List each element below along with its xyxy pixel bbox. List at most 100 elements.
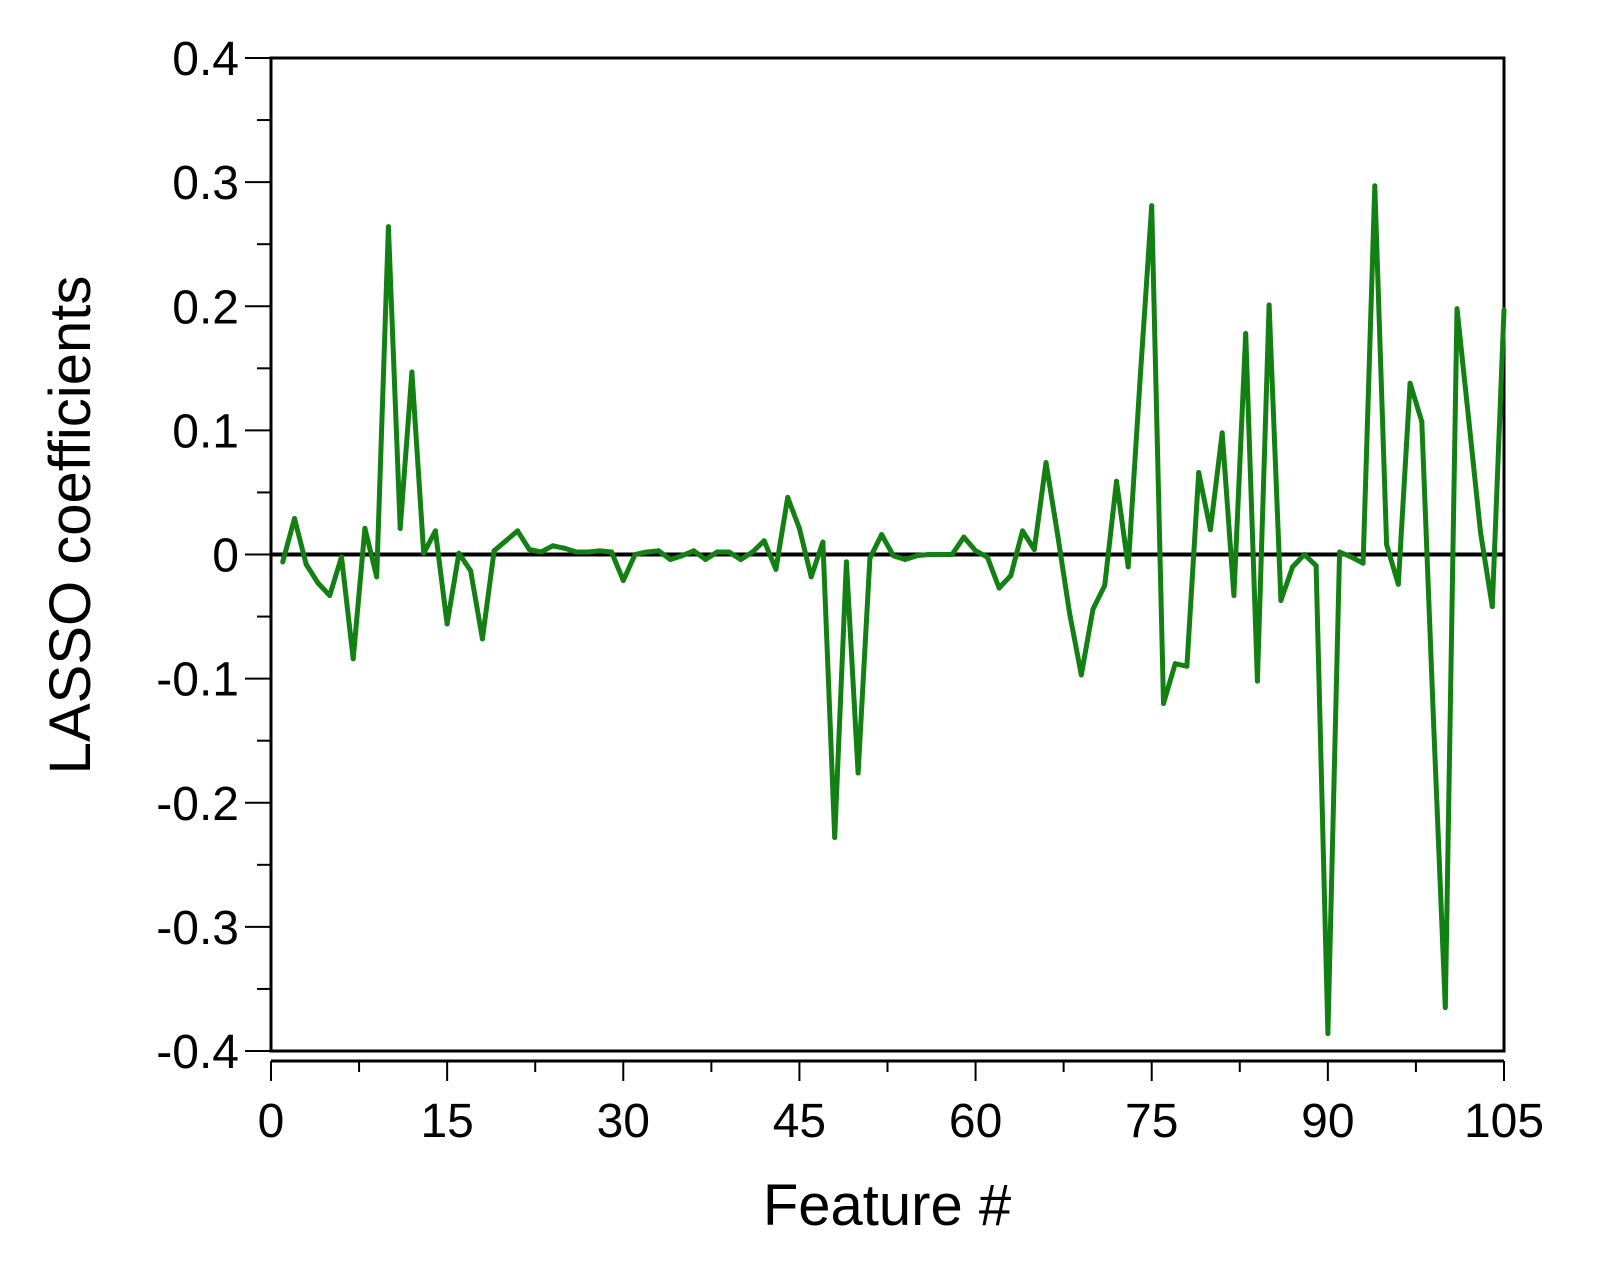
data-point xyxy=(820,539,826,545)
data-point xyxy=(550,543,556,549)
data-point xyxy=(1219,430,1225,436)
data-point xyxy=(456,550,462,556)
data-point xyxy=(1172,661,1178,667)
data-point xyxy=(315,580,321,586)
data-point xyxy=(1125,564,1131,570)
data-point xyxy=(385,224,391,230)
data-point xyxy=(338,554,344,560)
data-point xyxy=(867,555,873,561)
data-point xyxy=(538,549,544,555)
data-point xyxy=(291,516,297,522)
data-point xyxy=(843,559,849,565)
x-tick-label: 75 xyxy=(1125,1095,1178,1148)
data-point xyxy=(1207,527,1213,533)
data-point xyxy=(1407,380,1413,386)
data-point xyxy=(1020,528,1026,534)
data-point xyxy=(691,548,697,554)
data-point xyxy=(1301,552,1307,557)
data-point xyxy=(1196,470,1202,476)
data-point xyxy=(1113,478,1119,484)
data-point xyxy=(902,556,908,562)
x-axis: 0 15 30 45 60 75 90 105 xyxy=(258,1059,1544,1148)
y-tick-label: -0.3 xyxy=(156,902,239,955)
y-tick-label: 0.4 xyxy=(172,33,239,86)
x-axis-title: Feature # xyxy=(763,1173,1011,1238)
x-tick-label: 0 xyxy=(258,1095,285,1148)
y-tick-label: 0 xyxy=(212,530,239,583)
x-tick-label: 45 xyxy=(773,1095,826,1148)
y-axis-title: LASSO coefficients xyxy=(38,276,103,775)
series-line xyxy=(280,183,1507,1037)
x-tick-label: 15 xyxy=(420,1095,473,1148)
data-point xyxy=(620,578,626,584)
data-point xyxy=(644,549,650,555)
data-point xyxy=(1372,183,1378,189)
data-point xyxy=(573,549,579,555)
data-point xyxy=(1055,533,1061,539)
data-point xyxy=(597,548,603,554)
y-axis: 0.4 0.3 0.2 0.1 0 -0.1 -0.2 -0.3 -0.4 xyxy=(156,33,270,1079)
data-point xyxy=(714,549,720,555)
data-point xyxy=(1184,663,1190,669)
data-point xyxy=(1313,563,1319,569)
data-point xyxy=(421,550,427,556)
data-point xyxy=(1090,606,1096,612)
data-point xyxy=(926,552,932,557)
data-point xyxy=(679,553,685,559)
data-point xyxy=(1395,581,1401,587)
data-point xyxy=(1231,592,1237,598)
data-point xyxy=(1266,302,1272,308)
y-tick-label: -0.2 xyxy=(156,778,239,831)
data-point xyxy=(832,835,838,841)
data-point xyxy=(468,568,474,574)
y-tick-label: 0.3 xyxy=(172,157,239,210)
data-point xyxy=(1419,419,1425,425)
data-point xyxy=(280,559,286,565)
y-tick-label: -0.1 xyxy=(156,654,239,707)
data-point xyxy=(609,549,615,555)
data-point xyxy=(1067,610,1073,616)
x-tick-label: 30 xyxy=(597,1095,650,1148)
data-point xyxy=(491,548,497,554)
data-point xyxy=(1290,564,1296,570)
data-point xyxy=(526,547,532,553)
data-point xyxy=(397,525,403,531)
data-point xyxy=(937,552,943,557)
data-point xyxy=(432,528,438,534)
data-point xyxy=(796,525,802,531)
data-point xyxy=(585,549,591,555)
data-point xyxy=(1278,597,1284,603)
x-tick-label: 105 xyxy=(1464,1095,1544,1148)
data-point xyxy=(1160,700,1166,706)
data-point xyxy=(1454,306,1460,312)
data-point xyxy=(1348,554,1354,560)
data-point xyxy=(1043,460,1049,466)
data-point xyxy=(785,494,791,500)
data-point xyxy=(656,548,662,554)
data-point xyxy=(444,621,450,627)
data-point xyxy=(374,574,380,580)
data-point xyxy=(1442,1005,1448,1011)
data-point xyxy=(503,538,509,544)
data-point xyxy=(1337,549,1343,555)
data-point xyxy=(1149,203,1155,209)
data-point xyxy=(562,545,568,551)
x-tick-label: 90 xyxy=(1301,1095,1354,1148)
y-tick-label: 0.1 xyxy=(172,405,239,458)
data-point xyxy=(749,549,755,555)
data-point xyxy=(1501,307,1507,313)
data-point xyxy=(890,553,896,559)
data-point xyxy=(726,549,732,555)
data-point xyxy=(1078,672,1084,678)
data-point xyxy=(761,538,767,544)
data-point xyxy=(984,554,990,560)
data-point xyxy=(1102,583,1108,589)
data-point xyxy=(973,548,979,554)
data-point xyxy=(961,534,967,540)
data-point xyxy=(949,552,955,557)
data-point xyxy=(515,528,521,534)
data-point xyxy=(409,369,415,375)
data-point xyxy=(1489,604,1495,610)
data-point xyxy=(632,552,638,557)
